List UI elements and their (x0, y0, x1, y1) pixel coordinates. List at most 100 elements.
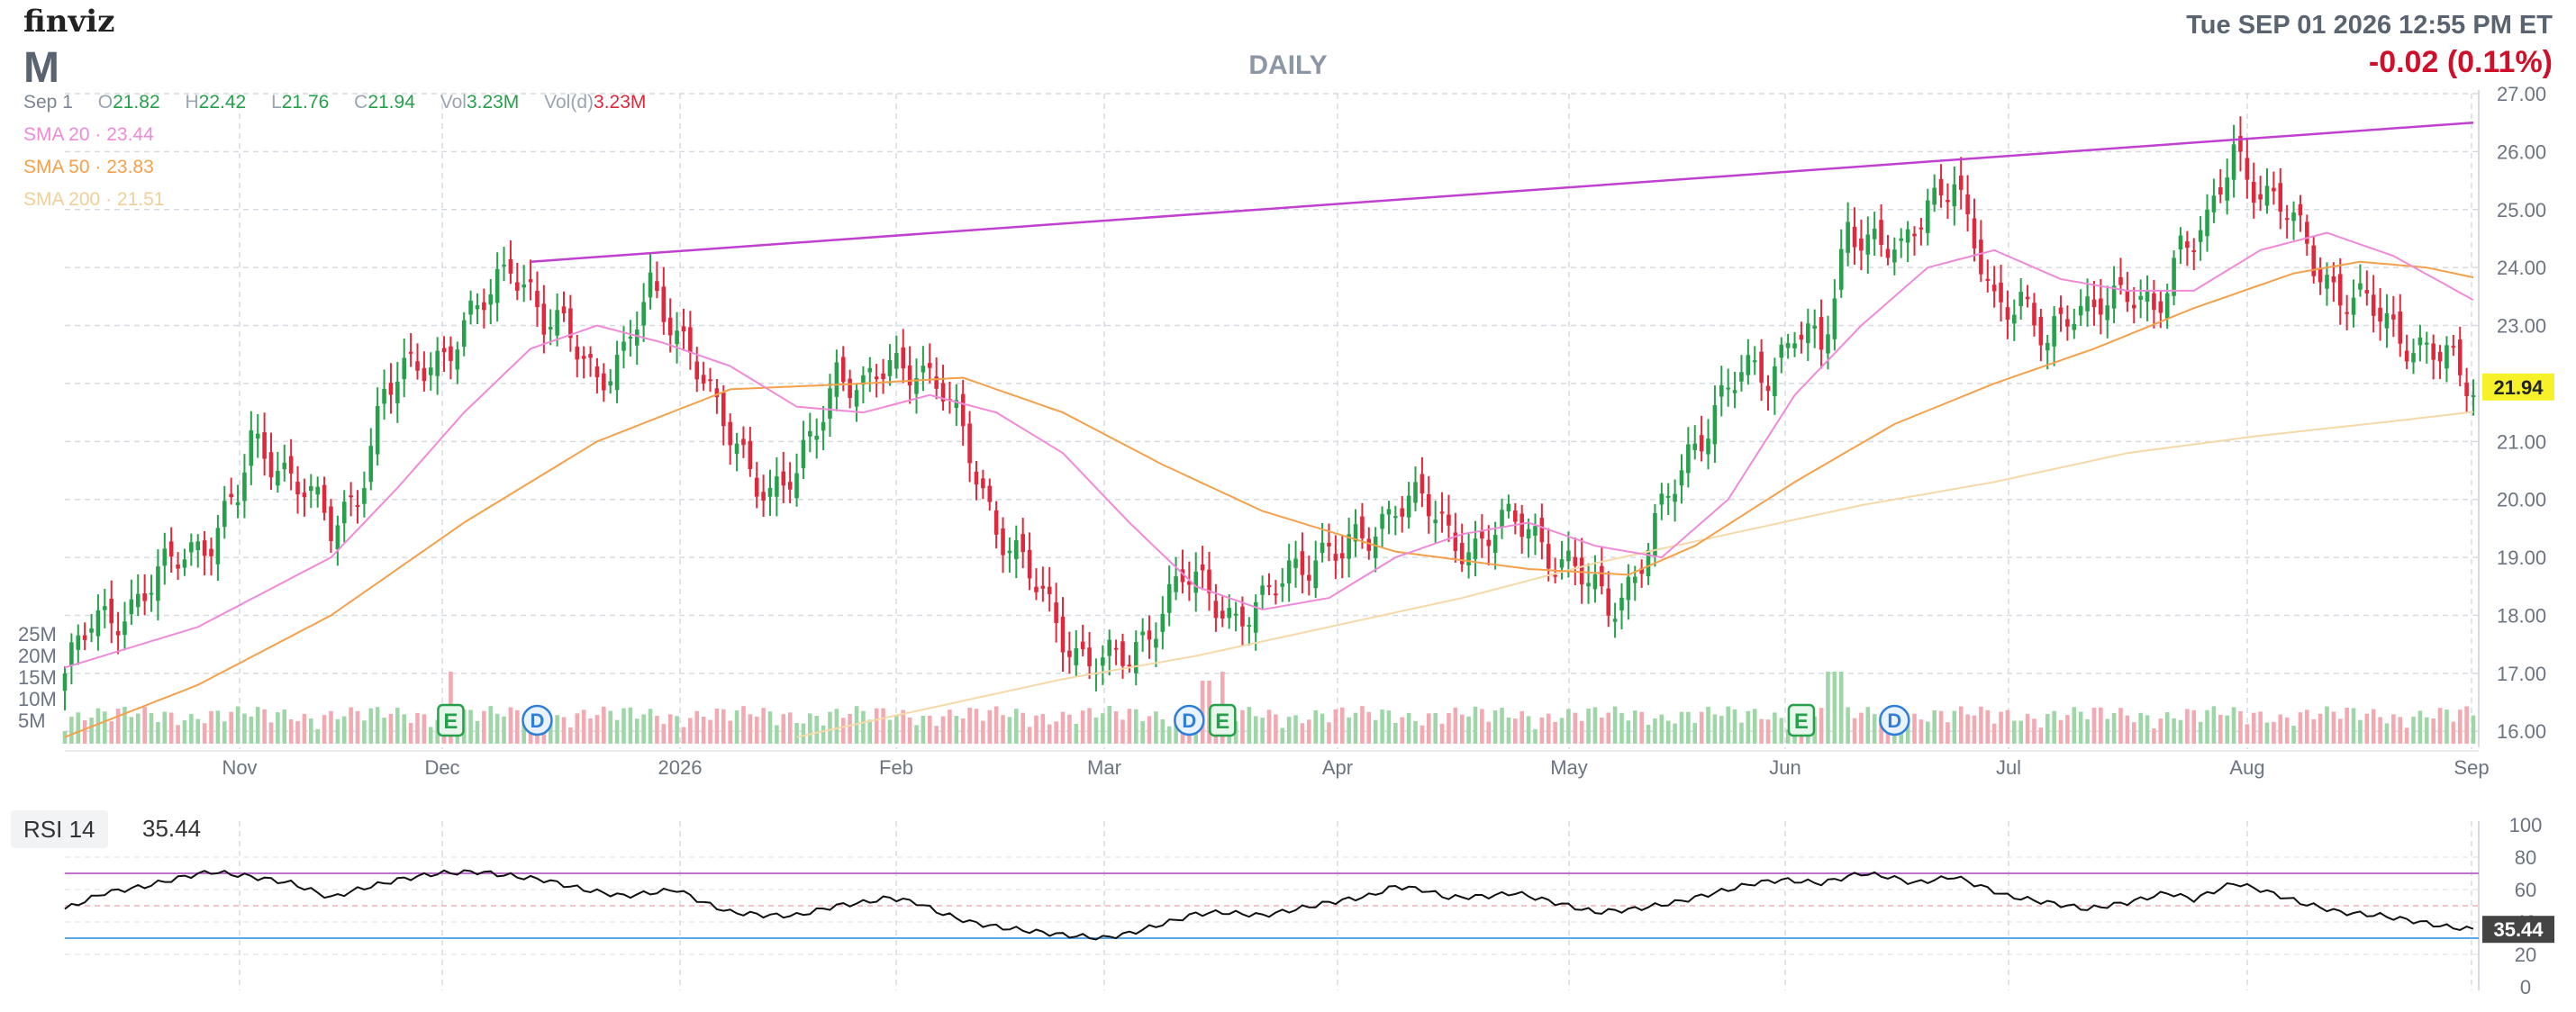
volume-bar (2211, 706, 2217, 744)
price-tick-label: 24.00 (2497, 257, 2546, 279)
sma20-line (64, 231, 2474, 669)
candle-body (276, 470, 280, 486)
earnings-marker-label: E (1794, 709, 1809, 734)
candle-body (1373, 537, 1378, 558)
candle-body (1806, 323, 1810, 344)
volume-bar (1300, 723, 1305, 744)
volume-bar (1546, 713, 1551, 744)
candle-body (1612, 619, 1618, 622)
candle-body (681, 326, 686, 332)
volume-bar (2218, 714, 2223, 744)
grid-lines (65, 93, 2479, 990)
candle-body (2364, 290, 2370, 294)
volume-bar (1040, 714, 1046, 744)
candle-body (2085, 296, 2090, 312)
candle-body (2337, 274, 2343, 306)
candle-body (488, 294, 494, 305)
volume-bar (608, 710, 612, 744)
volume-bar (488, 706, 494, 744)
candle-body (415, 361, 420, 371)
candlesticks (62, 116, 2476, 711)
volume-bar (149, 712, 154, 744)
volume-bar (1679, 711, 1684, 744)
volume-bar (1333, 709, 1338, 744)
finviz-logo[interactable]: finviz (23, 4, 115, 40)
volume-bar (1274, 714, 1278, 744)
candle-body (242, 472, 247, 501)
volume-bar (1832, 672, 1837, 744)
volume-bar (1659, 714, 1664, 744)
candle-body (1014, 540, 1019, 559)
candle-body (1600, 565, 1604, 587)
volume-bar (1712, 714, 1718, 744)
candle-body (1553, 574, 1557, 577)
sma20-value: 23.44 (106, 124, 154, 145)
volume-bar (2131, 722, 2136, 744)
volume-bar (189, 714, 194, 744)
volume-bar (675, 716, 679, 744)
low-label: L (271, 92, 282, 113)
volume-bar (2012, 720, 2017, 744)
candle-body (422, 367, 427, 382)
candle-body (1559, 559, 1565, 568)
volume-bar (761, 708, 766, 744)
volume-bar (415, 712, 420, 744)
volume-bar (801, 723, 806, 744)
volume-bar (1852, 718, 1857, 744)
month-tick-label: Mar (1087, 756, 1121, 779)
volume-bar (921, 715, 926, 744)
candle-body (402, 357, 407, 380)
volume-bar (1732, 709, 1737, 744)
volume-label: Vol (440, 92, 467, 113)
sma200-legend[interactable]: SMA 200 · 21.51 (23, 189, 165, 210)
volume-bar (781, 714, 786, 744)
volume-bar (1932, 709, 1937, 744)
candle-body (1785, 343, 1791, 348)
volume-bar (1353, 712, 1358, 744)
volume-bar (1001, 715, 1005, 744)
candle-body (993, 510, 999, 535)
candle-body (162, 548, 168, 566)
candle-body (1087, 647, 1092, 667)
volume-bar (1739, 722, 1744, 744)
volume-bar (748, 714, 753, 744)
candle-body (728, 421, 732, 446)
candle-body (349, 495, 353, 498)
volume-bar (2272, 721, 2276, 744)
volume-bar (76, 712, 81, 744)
rsi-label: RSI 14 (23, 816, 95, 843)
candle-body (2305, 221, 2309, 244)
volume-bar (156, 721, 160, 744)
candle-body (2471, 395, 2476, 398)
candle-body (602, 373, 606, 391)
volume-bar (2351, 708, 2356, 744)
candle-body (1420, 474, 1425, 494)
candle-body (1958, 176, 1964, 190)
candle-body (1433, 520, 1438, 524)
volume-bar (861, 710, 866, 744)
volume-bar (82, 719, 87, 744)
candle-body (502, 264, 506, 267)
volume-bar (375, 707, 380, 744)
volume-bar (329, 710, 333, 744)
candle-body (1665, 495, 1671, 498)
sma200-label: SMA 200 (23, 189, 101, 210)
volume-bar (1673, 723, 1677, 744)
sma20-legend[interactable]: SMA 20 · 23.44 (23, 124, 154, 145)
candle-body (535, 290, 540, 308)
candle-body (1313, 560, 1318, 589)
volume-bar (1579, 720, 1584, 744)
candle-body (1054, 602, 1058, 623)
candle-body (1539, 518, 1545, 543)
sma50-legend[interactable]: SMA 50 · 23.83 (23, 157, 154, 177)
chart-header: finviz M DAILY Tue SEP 01 2026 12:55 PM … (0, 0, 2576, 210)
candle-body (881, 373, 885, 380)
candle-body (109, 599, 113, 624)
ohlc-date: Sep 1 (23, 92, 73, 113)
candle-body (355, 504, 360, 507)
volume-bar (1553, 721, 1557, 744)
rsi-label-box[interactable]: RSI 14 (11, 810, 108, 848)
candle-body (315, 486, 320, 495)
volume-bar (1719, 716, 1724, 744)
